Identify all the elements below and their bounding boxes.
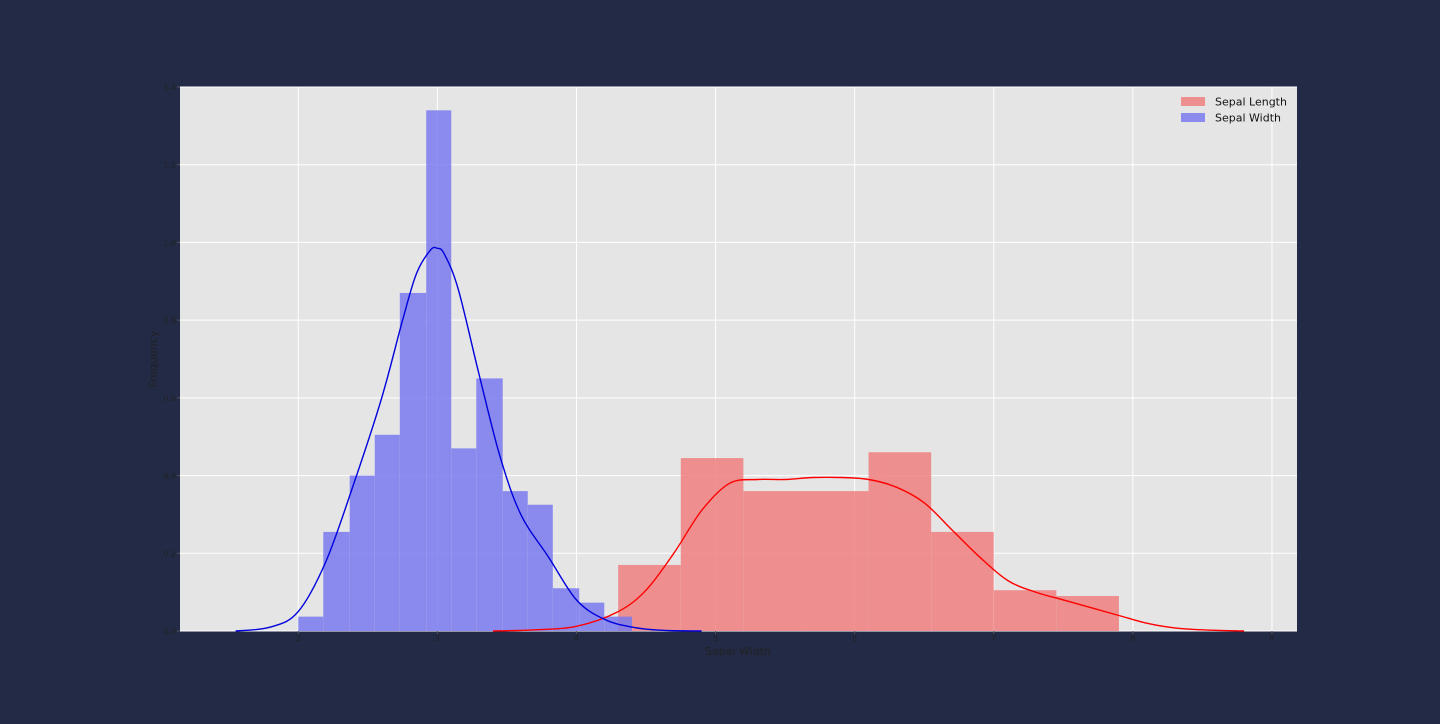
histogram-bar (680, 458, 744, 631)
histogram-bar (552, 588, 580, 631)
x-tick-label: 7 (991, 634, 996, 643)
y-axis: 0.0 0.2 0.4 0.6 0.8 1.0 1.2 1.4 (163, 83, 180, 636)
histogram-bar (1056, 596, 1119, 631)
histogram-bar (323, 531, 350, 631)
legend-swatch (1181, 97, 1205, 106)
y-tick-label: 0.0 (163, 627, 176, 636)
histogram-bar (399, 292, 427, 631)
series-1-bars (298, 110, 633, 632)
y-tick-label: 0.6 (163, 394, 176, 403)
legend-label: Sepal Length (1215, 96, 1287, 109)
series-0-bars (618, 452, 1119, 631)
histogram-bar (743, 491, 806, 631)
series-1-kde-line (235, 246, 702, 632)
x-tick-label: 5 (713, 634, 718, 643)
histogram-bar (527, 504, 553, 631)
kde-lines (235, 246, 1245, 632)
histogram-bar (349, 475, 375, 631)
histogram-bar (931, 531, 994, 631)
histogram-bar (374, 434, 400, 631)
x-tick-label: 4 (574, 634, 579, 643)
histogram-bar (805, 491, 869, 631)
x-axis-label: Sepal Width (705, 645, 771, 658)
histogram-bar (502, 491, 528, 631)
y-tick-label: 0.4 (163, 472, 176, 481)
legend: Sepal Length Sepal Width (1181, 96, 1287, 125)
x-axis: 2 3 4 5 6 7 8 9 (296, 631, 1275, 643)
histogram-bars (298, 110, 1119, 632)
histogram-bar (298, 616, 324, 631)
x-tick-label: 6 (852, 634, 857, 643)
series-0-kde-line (492, 476, 1245, 632)
histogram-bar (993, 590, 1057, 631)
x-tick-label: 8 (1130, 634, 1135, 643)
y-tick-label: 1.4 (163, 83, 176, 92)
histogram-bar (426, 110, 452, 632)
histogram-bar (476, 378, 503, 631)
x-tick-label: 3 (435, 634, 440, 643)
x-tick-label: 9 (1269, 634, 1274, 643)
histogram-bar (868, 452, 932, 631)
y-tick-label: 0.2 (163, 549, 176, 558)
x-tick-label: 2 (296, 634, 301, 643)
histogram-bar (451, 448, 477, 631)
y-tick-label: 1.2 (163, 161, 176, 170)
y-axis-label: Frequency (147, 330, 160, 387)
y-tick-label: 0.8 (163, 316, 176, 325)
legend-label: Sepal Width (1215, 112, 1281, 125)
y-tick-label: 1.0 (163, 238, 176, 247)
legend-swatch (1181, 113, 1205, 122)
